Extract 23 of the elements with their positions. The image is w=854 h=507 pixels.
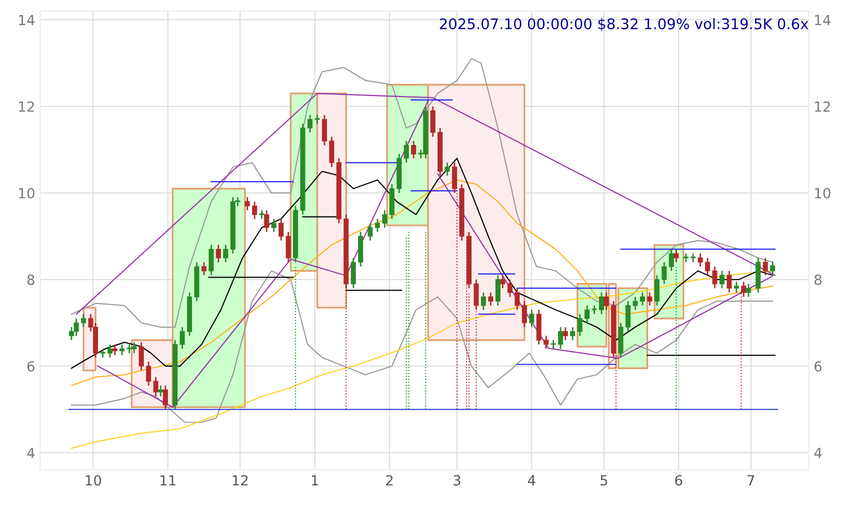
x-tick-label: 10 — [86, 475, 102, 486]
chart-title: 2025.07.10 00:00:00 $8.32 1.09% vol:319.5K 0.6x — [440, 18, 808, 32]
y-tick-label: 4 — [27, 448, 34, 458]
y2-tick-label: 10 — [815, 188, 830, 198]
x-tick-label: 1 — [312, 475, 318, 486]
y2-tick-label: 8 — [814, 274, 822, 286]
x-tick-label: 3 — [454, 475, 460, 486]
y2-tick-label: 14 — [815, 14, 830, 26]
x-tick-label: 5 — [600, 475, 608, 486]
y-tick-label: 12 — [19, 101, 34, 112]
y2-tick-label: 6 — [814, 361, 822, 372]
x-tick-label: 2 — [386, 475, 393, 486]
x-tick-label: 11 — [160, 475, 176, 486]
x-tick-label: 12 — [232, 475, 248, 486]
y-tick-label: 14 — [19, 14, 34, 26]
x-tick-label: 4 — [528, 475, 536, 486]
x-tick-label: 6 — [675, 475, 682, 486]
y-tick-label: 10 — [19, 188, 34, 198]
y-tick-label: 8 — [27, 274, 34, 286]
y2-tick-label: 12 — [815, 101, 830, 112]
y2-tick-label: 4 — [814, 448, 822, 458]
y-tick-label: 6 — [27, 361, 34, 372]
x-tick-label: 7 — [748, 475, 754, 486]
